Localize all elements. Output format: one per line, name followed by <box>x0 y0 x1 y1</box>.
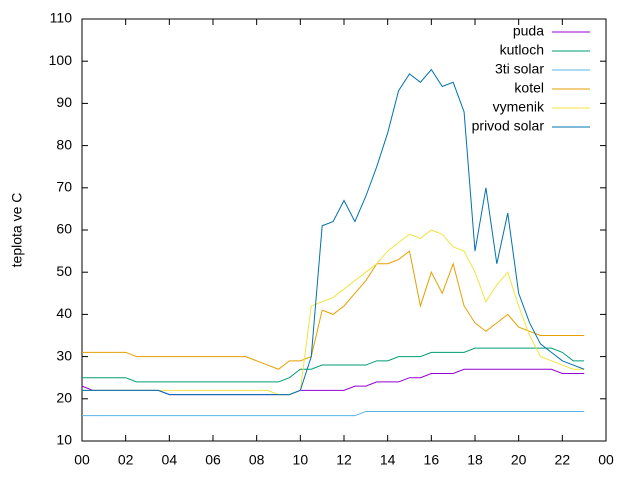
y-tick-label: 50 <box>56 263 72 279</box>
x-tick-label: 12 <box>336 452 352 468</box>
x-tick-label: 04 <box>162 452 178 468</box>
x-tick-label: 16 <box>424 452 440 468</box>
y-tick-label: 90 <box>56 94 72 110</box>
series-line <box>82 68 585 396</box>
y-tick-label: 80 <box>56 136 72 152</box>
y-tick-label: 10 <box>56 432 72 448</box>
x-tick-label: 14 <box>380 452 396 468</box>
x-tick-label: 22 <box>555 452 571 468</box>
x-tick-label: 10 <box>293 452 309 468</box>
series-line <box>82 250 585 370</box>
y-axis-label: teplota ve C <box>9 193 25 268</box>
series-line <box>82 229 585 396</box>
legend-label: privod solar <box>472 118 545 134</box>
legend-label: 3ti solar <box>495 61 544 77</box>
y-tick-label: 110 <box>50 10 73 26</box>
y-tick-label: 60 <box>56 221 72 237</box>
x-tick-label: 20 <box>511 452 527 468</box>
x-tick-label: 00 <box>598 452 614 468</box>
legend-label: puda <box>513 23 544 39</box>
y-tick-label: 40 <box>56 305 72 321</box>
series-line <box>82 347 585 383</box>
x-tick-label: 08 <box>249 452 265 468</box>
y-tick-label: 100 <box>49 52 73 68</box>
series-line <box>82 410 585 417</box>
y-tick-label: 30 <box>56 347 72 363</box>
x-tick-label: 02 <box>118 452 134 468</box>
y-tick-label: 20 <box>56 390 72 406</box>
legend-label: kotel <box>514 80 544 96</box>
legend-label: kutloch <box>500 42 544 58</box>
y-tick-label: 70 <box>56 179 72 195</box>
x-tick-label: 18 <box>467 452 483 468</box>
legend-label: vymenik <box>493 99 545 115</box>
x-tick-label: 06 <box>205 452 221 468</box>
plot-frame <box>81 18 607 442</box>
x-tick-label: 00 <box>74 452 90 468</box>
